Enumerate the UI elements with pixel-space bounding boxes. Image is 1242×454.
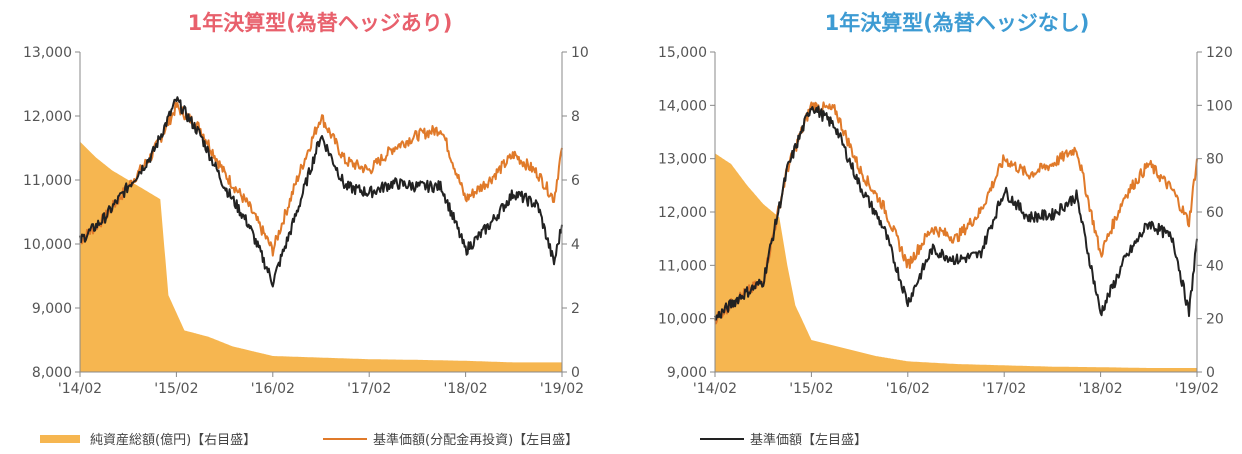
x-tick-label: '18/02 [1078, 381, 1122, 397]
chart-unhedged: 1年決算型(為替ヘッジなし) 9,000 10,000 11,000 12,000 13,… [658, 11, 1233, 397]
left-tick-label: 9,000 [667, 365, 707, 381]
x-tick-label: '19/02 [1175, 381, 1219, 397]
right-tick-label: 20 [1206, 312, 1224, 328]
x-tick-label: '17/02 [347, 381, 391, 397]
x-tick-label: '16/02 [251, 381, 295, 397]
left-tick-label: 12,000 [23, 109, 72, 125]
chart-title: 1年決算型(為替ヘッジなし) [825, 11, 1090, 35]
right-tick-label: 100 [1206, 98, 1233, 114]
legend: 純資産総額(億円)【右目盛】 基準価額(分配金再投資)【左目盛】 基準価額【左目盛】 [40, 432, 867, 448]
x-tick-label: '14/02 [693, 381, 737, 397]
right-tick-label: 6 [571, 173, 580, 189]
right-tick-label: 8 [571, 109, 580, 125]
series-area-net-assets [80, 141, 562, 372]
left-tick-label: 15,000 [658, 45, 707, 61]
legend-label: 基準価額(分配金再投資)【左目盛】 [373, 432, 578, 448]
series-area-net-assets [715, 153, 1197, 372]
right-tick-label: 10 [571, 45, 589, 61]
right-tick-label: 0 [571, 365, 580, 381]
right-tick-label: 40 [1206, 258, 1224, 274]
x-tick-label: '16/02 [886, 381, 930, 397]
right-tick-label: 2 [571, 301, 580, 317]
chart-title: 1年決算型(為替ヘッジあり) [188, 11, 453, 35]
left-tick-label: 8,000 [32, 365, 72, 381]
right-tick-label: 0 [1206, 365, 1215, 381]
chart-hedged: 1年決算型(為替ヘッジあり) 8,000 9,000 10,000 11,000 12,0… [23, 11, 589, 397]
left-tick-label: 11,000 [23, 173, 72, 189]
legend-label: 純資産総額(億円)【右目盛】 [90, 432, 256, 448]
left-tick-label: 14,000 [658, 98, 707, 114]
right-tick-label: 4 [571, 237, 580, 253]
series-line-nav [79, 96, 563, 288]
left-tick-label: 13,000 [658, 152, 707, 168]
x-tick-label: '19/02 [540, 381, 584, 397]
x-tick-label: '15/02 [154, 381, 198, 397]
x-tick-label: '15/02 [789, 381, 833, 397]
legend-label: 基準価額【左目盛】 [750, 432, 867, 448]
left-tick-label: 9,000 [32, 301, 72, 317]
right-tick-label: 80 [1206, 152, 1224, 168]
left-tick-label: 12,000 [658, 205, 707, 221]
left-tick-label: 10,000 [658, 312, 707, 328]
left-tick-label: 13,000 [23, 45, 72, 61]
left-tick-label: 11,000 [658, 258, 707, 274]
left-tick-label: 10,000 [23, 237, 72, 253]
right-tick-label: 60 [1206, 205, 1224, 221]
x-tick-label: '18/02 [443, 381, 487, 397]
right-tick-label: 120 [1206, 45, 1233, 61]
x-tick-label: '17/02 [982, 381, 1026, 397]
series-line-nav [714, 105, 1198, 321]
x-tick-label: '14/02 [58, 381, 102, 397]
legend-swatch-net-assets [40, 435, 80, 443]
